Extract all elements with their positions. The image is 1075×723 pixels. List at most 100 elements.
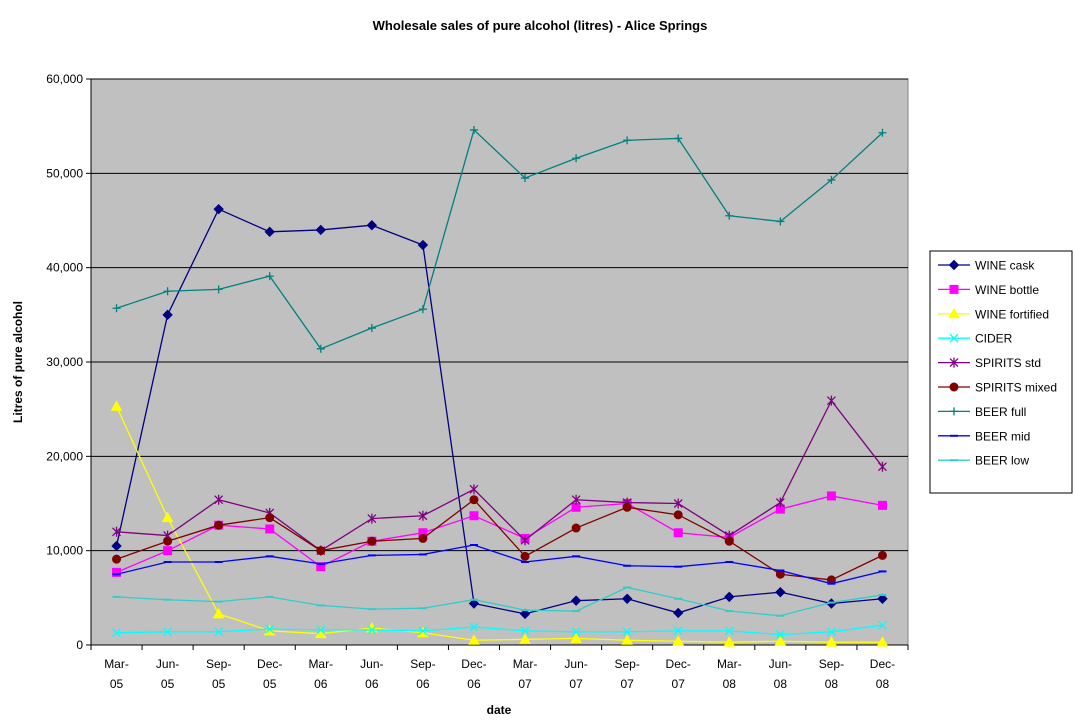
data-point-beer-full [367, 324, 376, 333]
series-line-wine-fortified [115, 406, 883, 643]
legend: WINE cask WINE bottle WINE fortified CIDER S… [929, 250, 1073, 494]
data-point-wine-fortified [876, 636, 889, 647]
data-point-spirits-std [112, 526, 121, 537]
data-point-spirits-mixed [877, 550, 887, 560]
data-point-wine-cask [468, 598, 480, 609]
series-line-beer-full [116, 128, 883, 350]
data-point-beer-full [674, 134, 683, 143]
data-point-wine-bottle [265, 524, 275, 534]
data-point-spirits-mixed [112, 554, 122, 564]
data-point-spirits-std [878, 461, 887, 472]
legend-item-wine-cask: WINE cask [938, 259, 1035, 273]
series-line-beer-mid [116, 544, 883, 585]
legend-marker-wine-bottle [949, 284, 959, 294]
y-tick-label: 50,000 [46, 166, 83, 180]
x-tick-label: Sep-05 [206, 657, 231, 691]
data-point-cider [724, 626, 734, 636]
data-point-wine-fortified [825, 636, 838, 647]
data-point-spirits-mixed [520, 551, 530, 561]
data-point-beer-full [112, 304, 121, 313]
data-point-cider [265, 624, 275, 634]
data-point-wine-fortified [672, 635, 685, 646]
data-point-wine-fortified [774, 635, 787, 646]
data-point-cider [469, 622, 479, 632]
data-point-spirits-mixed [724, 536, 734, 546]
legend-item-beer-mid: BEER mid [938, 429, 1030, 443]
data-point-wine-cask [621, 593, 633, 604]
series-group [110, 125, 889, 647]
data-point-cider [878, 620, 887, 630]
data-point-wine-fortified [723, 636, 736, 647]
data-point-wine-cask [162, 309, 173, 321]
data-point-cider [775, 630, 785, 640]
data-point-cider [826, 627, 836, 637]
data-point-beer-full [623, 136, 632, 145]
data-point-beer-full [521, 174, 530, 183]
data-point-beer-full [265, 272, 274, 281]
data-point-spirits-mixed [571, 523, 581, 533]
chart-title: Wholesale sales of pure alcohol (litres)… [373, 18, 708, 33]
data-point-wine-fortified [468, 634, 480, 645]
data-point-wine-fortified [161, 511, 174, 523]
series-line-beer-low [116, 586, 883, 617]
x-tick-label: Sep-07 [614, 657, 639, 691]
data-point-wine-cask [315, 224, 326, 236]
data-point-wine-bottle [112, 567, 122, 577]
data-point-wine-bottle [826, 491, 836, 501]
legend-item-wine-bottle: WINE bottle [938, 283, 1039, 297]
x-tick-label: Mar-07 [513, 657, 538, 691]
data-point-spirits-std [418, 510, 428, 521]
data-point-wine-fortified [570, 632, 582, 643]
legend-label-beer-mid: BEER mid [975, 429, 1030, 443]
data-point-cider [520, 626, 530, 636]
data-point-spirits-std [520, 535, 530, 546]
y-tick-label: 40,000 [46, 261, 83, 275]
series-beer-full [112, 125, 887, 353]
data-point-wine-cask [673, 607, 684, 619]
series-beer-mid [112, 544, 887, 585]
data-point-spirits-std [826, 395, 836, 406]
x-tick-label: Sep-08 [819, 657, 844, 691]
data-point-beer-full [776, 217, 785, 226]
x-tick-label: Jun-06 [360, 657, 383, 691]
data-point-cider [316, 625, 326, 635]
data-point-spirits-mixed [163, 536, 173, 546]
data-point-wine-bottle [316, 562, 326, 572]
data-point-spirits-mixed [469, 495, 479, 505]
data-point-wine-fortified [110, 400, 123, 411]
data-point-spirits-std [775, 497, 785, 508]
data-point-wine-bottle [469, 511, 479, 521]
series-line-spirits-std [116, 399, 883, 552]
y-tick-label: 30,000 [46, 355, 83, 369]
x-tick-label: Dec-06 [461, 657, 486, 691]
legend-label-wine-bottle: WINE bottle [975, 283, 1039, 297]
legend-marker-cider [949, 333, 959, 343]
data-point-wine-bottle [877, 500, 887, 510]
legend-marker-spirits-mixed [949, 382, 959, 392]
data-point-beer-full [572, 154, 581, 163]
legend-item-cider: CIDER [938, 332, 1013, 346]
series-spirits-mixed [112, 495, 887, 585]
data-point-wine-cask [519, 608, 531, 620]
legend-item-spirits-mixed: SPIRITS mixed [938, 381, 1057, 395]
data-point-wine-bottle [673, 528, 683, 538]
legend-entries: WINE cask WINE bottle WINE fortified CIDER S… [938, 259, 1057, 468]
x-tick-label: Mar-06 [308, 657, 333, 691]
x-tick-label: Dec-08 [870, 657, 895, 691]
y-axis-label: Litres of pure alcohol [11, 301, 25, 423]
data-point-spirits-mixed [316, 546, 326, 556]
data-point-beer-full [878, 128, 887, 137]
data-point-cider [418, 626, 428, 636]
data-point-spirits-mixed [367, 536, 377, 546]
data-point-wine-cask [213, 203, 224, 215]
data-point-beer-full [725, 211, 734, 220]
data-point-wine-fortified [212, 607, 225, 619]
x-axis-label: date [487, 703, 512, 717]
data-point-beer-full [214, 285, 223, 294]
data-point-wine-cask [111, 540, 122, 552]
data-point-spirits-std [367, 513, 377, 524]
data-point-cider [622, 627, 632, 637]
legend-label-beer-low: BEER low [975, 454, 1029, 468]
x-tick-label: Jun-07 [564, 657, 587, 691]
